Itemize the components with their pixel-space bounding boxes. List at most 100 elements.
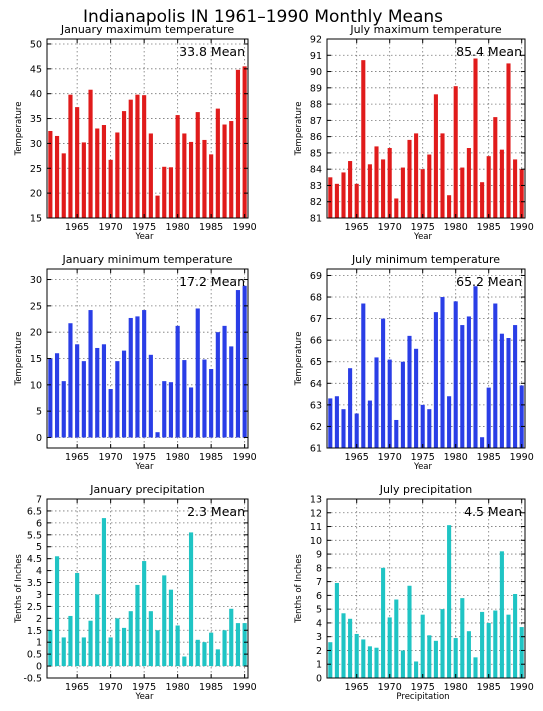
x-tick-label: 1965 [345,682,369,693]
y-tick-label: 85 [310,148,322,159]
bar [48,130,53,218]
y-tick-label: 7 [316,577,322,588]
bar [61,381,66,438]
bar [354,183,359,218]
bar [519,627,524,678]
y-tick-label: 4.5 [27,554,42,565]
bar [188,387,194,438]
x-axis-label: Year [135,692,155,702]
y-axis-label: Temperature [14,332,24,387]
y-tick-label: 12 [310,508,322,519]
y-tick-label: 0 [36,433,42,444]
bar [348,161,353,218]
bar [121,627,127,667]
bar [486,156,491,218]
bar [148,354,153,438]
x-tick-label: 1970 [378,682,402,693]
bar [354,633,359,678]
y-tick-label: 65 [310,357,322,368]
y-tick-label: 7 [36,495,42,506]
bar [188,141,194,218]
bar [148,133,153,218]
x-axis-label: Year [413,232,433,242]
y-tick-label: 30 [30,275,42,286]
panel-title: January precipitation [89,483,205,496]
bar [128,317,133,438]
y-tick-label: 5.5 [27,530,42,541]
y-tick-label: 89 [310,83,322,94]
plot-frame [46,498,249,679]
y-tick-label: 86 [310,132,322,143]
bar [447,195,452,218]
bar [466,148,471,218]
x-tick-label: 1975 [411,222,435,233]
bar [466,316,471,448]
bar [334,396,339,448]
plot-frame [46,38,249,219]
y-tick-label: 20 [30,189,42,200]
bar [414,661,419,678]
bar [81,637,86,667]
y-tick-label: 4 [316,618,322,629]
bar [493,303,498,448]
bar [215,108,220,218]
y-tick-label: 1 [316,660,322,671]
y-tick-label: 91 [310,51,322,62]
bar [387,359,392,448]
x-axis-label: Year [135,232,155,242]
bar [195,308,200,438]
bar [202,139,207,218]
bar [420,169,425,218]
y-tick-label: 67 [310,314,322,325]
bar [182,133,187,218]
bar [121,111,127,218]
bar [142,561,147,667]
bar [367,164,372,218]
panel-title: January minimum temperature [61,253,232,266]
x-tick-label: 1990 [233,222,257,233]
bar [361,60,366,218]
x-tick-label: 1965 [65,222,89,233]
bar [242,66,247,218]
y-tick-label: 2.5 [27,602,42,613]
chart-panel-2: 81 82 83 84 85 86 87 88 89 90 91 92 1965 1970 1975 1980… [294,23,534,242]
x-axis-label: Year [413,462,433,472]
y-tick-label: 0.5 [27,650,42,661]
plot-frame [326,268,526,449]
bar [374,357,379,448]
bar [108,159,113,218]
bar [115,361,120,438]
bar-series [328,525,524,678]
y-tick-label: 82 [310,197,322,208]
bar [95,128,100,218]
y-tick-label: 5 [36,542,42,553]
bar [235,623,241,667]
x-tick-label: 1980 [166,682,190,693]
bar [341,613,346,678]
bar [506,63,511,218]
bar [135,94,140,218]
bar [466,631,471,678]
bar [68,323,73,438]
bar [460,325,465,448]
panel-title: July maximum temperature [349,23,502,36]
x-tick-label: 1985 [477,682,501,693]
bar [334,582,339,678]
bar [480,611,485,678]
bar-series [328,286,524,448]
y-tick-label: 64 [310,379,322,390]
bar [168,167,174,218]
mean-label: 17.2 Mean [179,274,245,289]
bar-series [48,518,247,667]
y-tick-label: 6 [316,591,322,602]
bar [499,551,504,678]
y-tick-label: -0.5 [23,674,42,685]
y-tick-label: 6.5 [27,506,42,517]
bar [433,640,438,678]
bar [427,635,432,678]
bar [101,518,107,667]
x-tick-label: 1970 [378,452,402,463]
bar [486,622,491,678]
bar [400,167,405,218]
y-tick-label: 5 [36,407,42,418]
